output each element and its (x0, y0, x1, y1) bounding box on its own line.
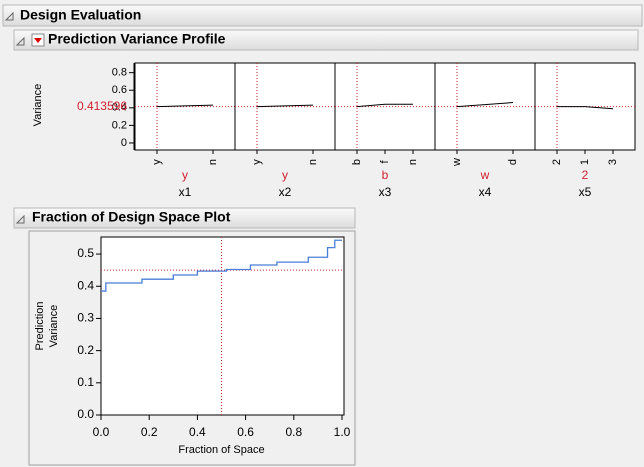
x-tick-label: 2 (551, 159, 563, 165)
factor-name: x1 (179, 185, 192, 199)
y-tick-label: 0.2 (77, 343, 94, 357)
x-tick-label: 1.0 (334, 425, 351, 439)
outline-header[interactable] (13, 207, 356, 229)
outline-title: Prediction Variance Profile (48, 31, 226, 47)
x-tick-label: d (507, 159, 519, 165)
x-tick-label: n (307, 159, 319, 165)
disclosure-icon[interactable] (15, 36, 25, 46)
current-value: 0.413596 (77, 99, 127, 113)
x-tick-label: b (351, 159, 363, 165)
outline-title: Fraction of Design Space Plot (32, 209, 231, 225)
factor-name: x2 (279, 185, 292, 199)
profile-panel (134, 62, 236, 151)
x-tick-label: w (451, 158, 463, 167)
x-tick-label: 3 (607, 159, 619, 165)
setting-label: b (382, 168, 389, 182)
outline-header[interactable] (13, 29, 639, 51)
y-axis-label: Prediction (34, 302, 46, 351)
y-tick-label: 0.8 (112, 67, 127, 79)
profile-trace (356, 103, 413, 108)
y-tick-label: 0.1 (77, 375, 94, 389)
y-tick-label: 0.4 (112, 102, 127, 114)
setting-label: y (182, 168, 188, 182)
x-tick-label: 0.4 (189, 425, 206, 439)
y-axis-label: Variance (32, 84, 44, 127)
plot-area (100, 236, 345, 416)
y-axis-label: Variance (48, 305, 60, 348)
x-tick-label: n (407, 159, 419, 165)
profile-panel (434, 62, 536, 151)
profile-trace (556, 106, 614, 110)
factor-name: x4 (479, 185, 492, 199)
y-tick-label: 0.4 (77, 278, 94, 292)
factor-name: x5 (579, 185, 592, 199)
disclosure-icon[interactable] (15, 214, 25, 224)
setting-label: w (480, 168, 490, 182)
x-tick-label: 0.2 (141, 425, 158, 439)
outline-header[interactable] (2, 4, 643, 27)
setting-label: y (282, 168, 288, 182)
x-tick-label: 0.0 (93, 425, 110, 439)
profile-trace (456, 102, 514, 108)
x-axis-label: Fraction of Space (178, 444, 264, 456)
red-triangle[interactable] (34, 38, 42, 43)
fds-curve (101, 239, 342, 292)
outline-title: Design Evaluation (20, 7, 141, 23)
disclosure-icon[interactable] (4, 11, 14, 21)
x-tick-label: y (151, 159, 163, 165)
setting-label: 2 (582, 168, 589, 182)
y-tick-label: 0.0 (77, 407, 94, 421)
y-tick-label: 0.2 (112, 119, 127, 131)
x-tick-label: f (379, 160, 391, 164)
profile-trace (256, 104, 314, 108)
profile-trace (156, 104, 214, 108)
x-tick-label: 0.6 (237, 425, 254, 439)
x-tick-label: 1 (579, 159, 591, 165)
x-tick-label: n (207, 159, 219, 165)
y-tick-label: 0.3 (77, 311, 94, 325)
x-tick-label: y (251, 159, 263, 165)
y-tick-label: 0.5 (77, 246, 94, 260)
y-tick-label: 0.6 (112, 84, 127, 96)
x-tick-label: 0.8 (285, 425, 302, 439)
factor-name: x3 (379, 185, 392, 199)
y-tick-label: 0 (121, 137, 127, 149)
